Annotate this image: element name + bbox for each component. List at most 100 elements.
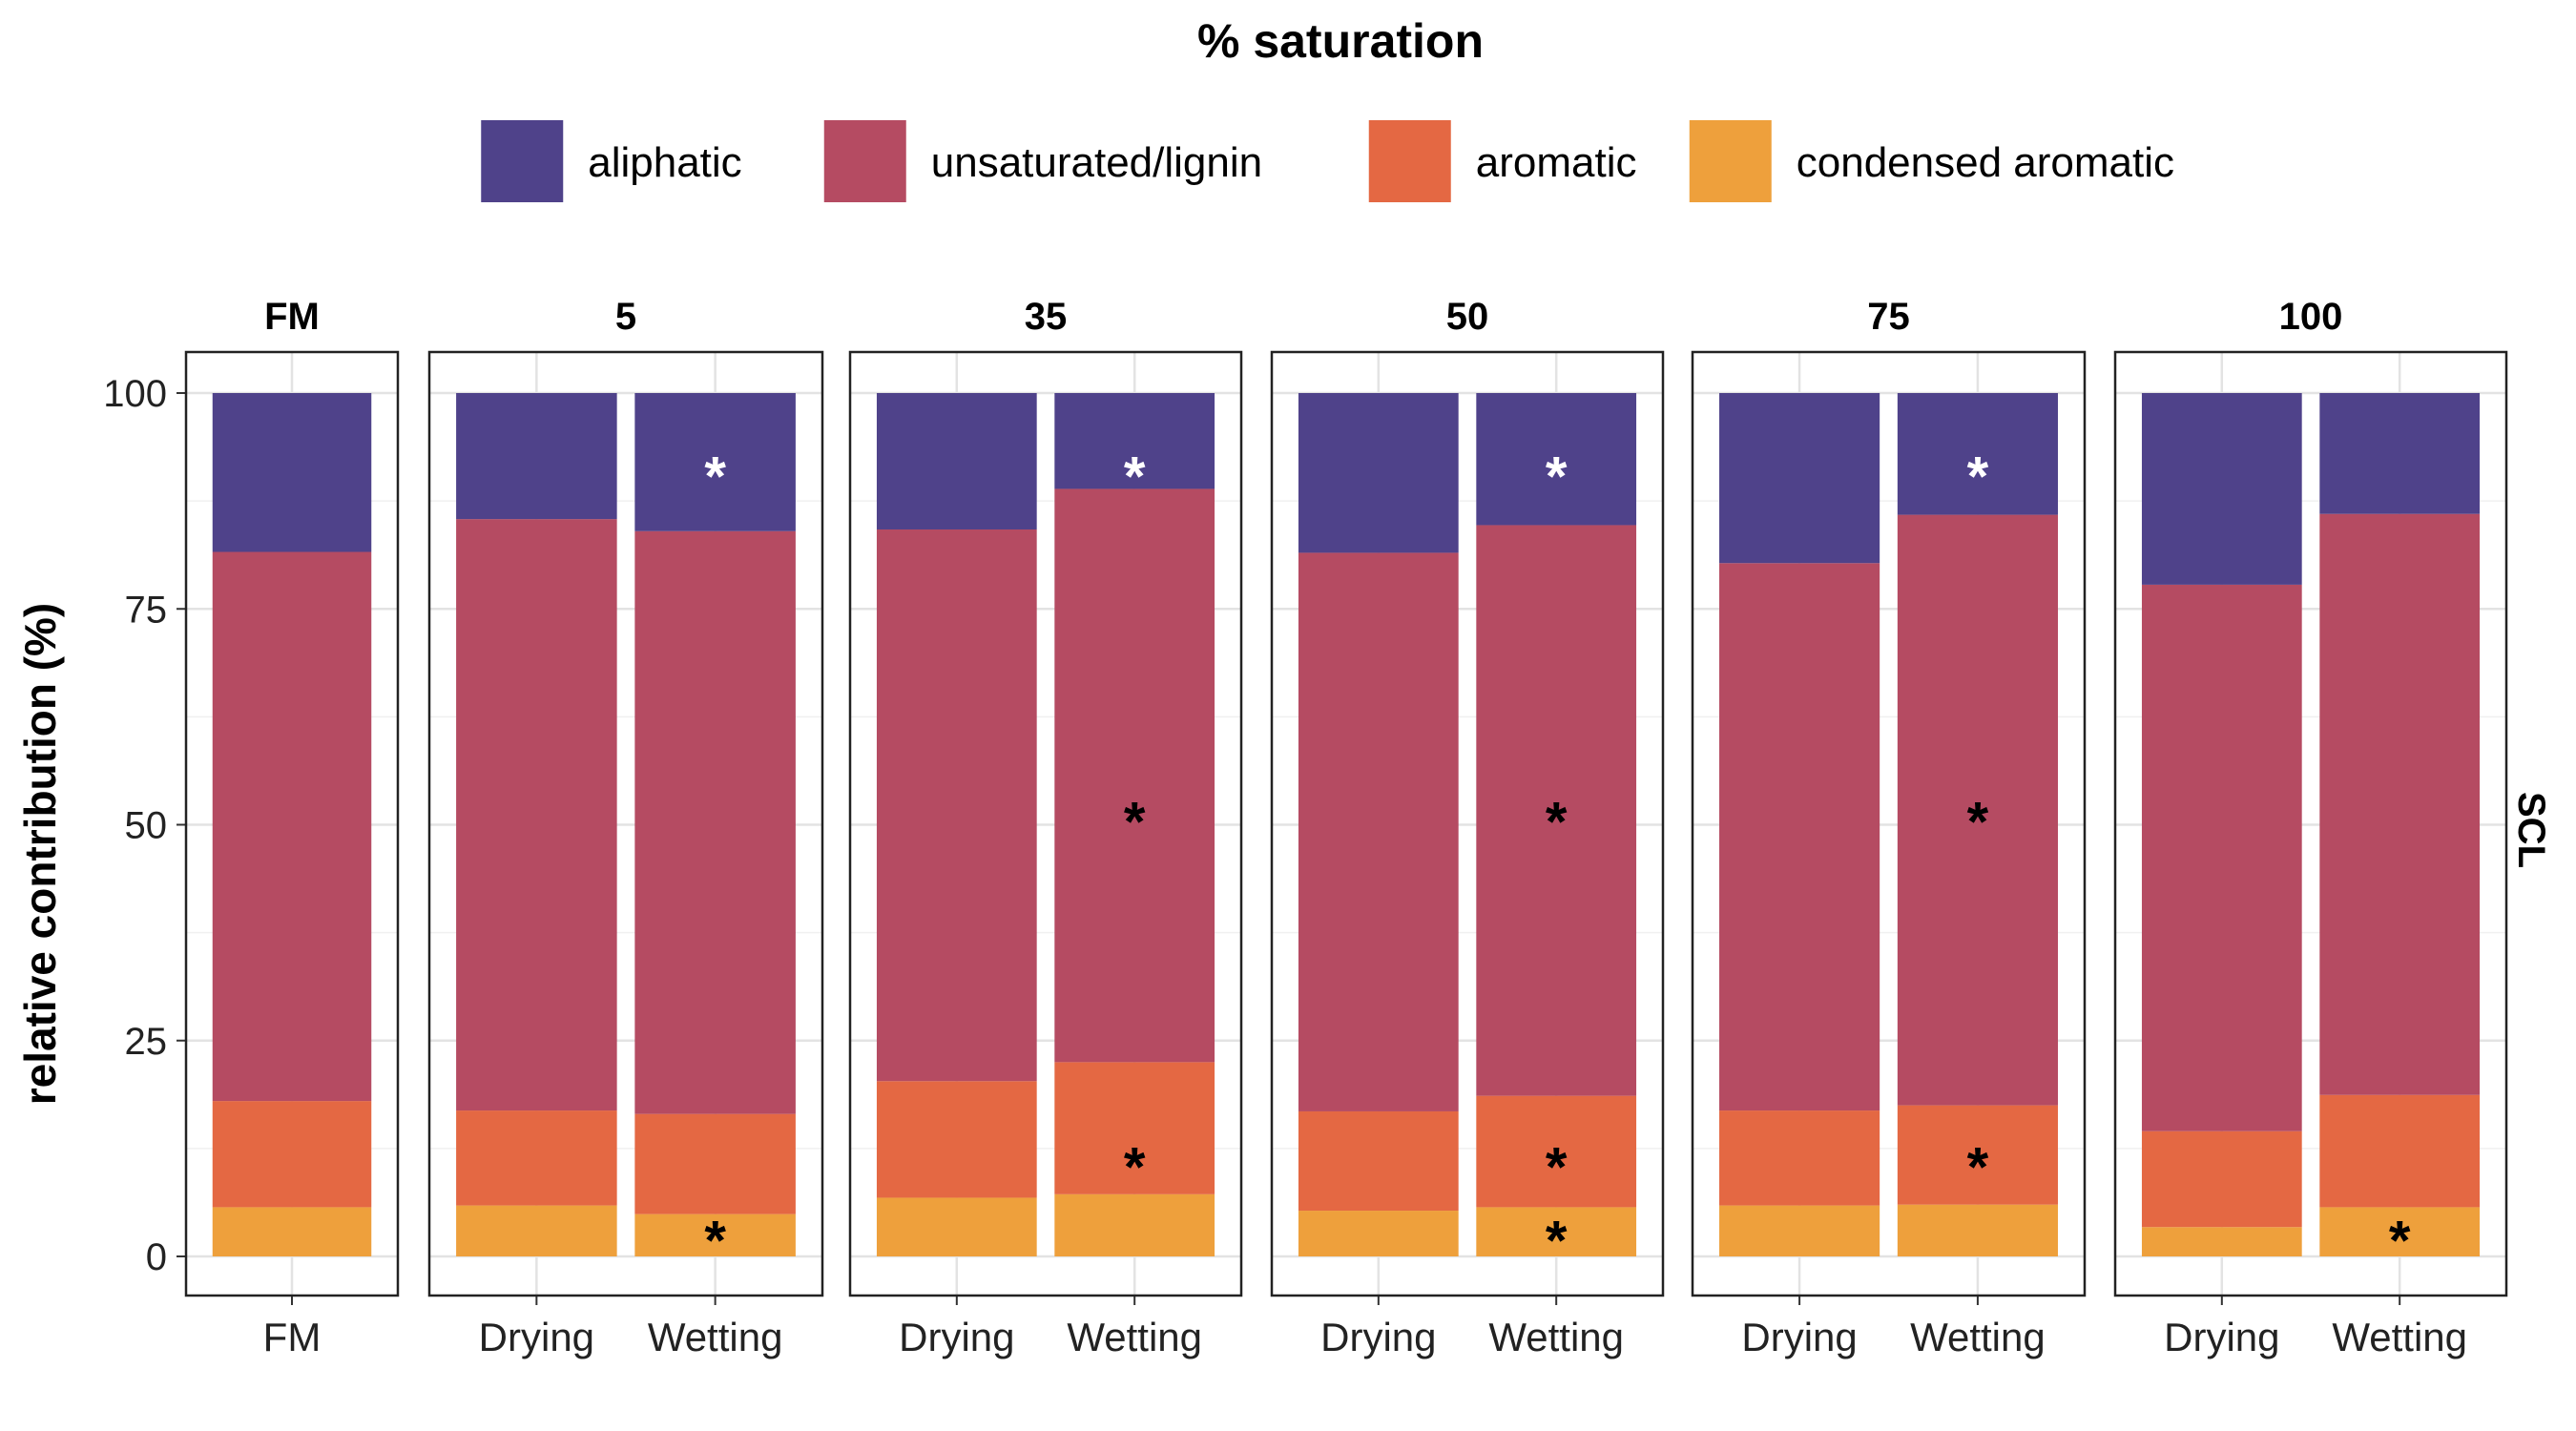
legend-key-condensed-aromatic xyxy=(1689,120,1772,202)
facet-label: 35 xyxy=(1025,296,1068,338)
bar-segment-aliphatic-wetting xyxy=(1054,393,1215,489)
bar-segment-aromatic-drying xyxy=(876,1081,1037,1198)
bar-segment-unsaturated-lignin-drying xyxy=(1719,563,1880,1111)
significance-star: * xyxy=(1546,446,1568,508)
bar-segment-aromatic-wetting xyxy=(1897,1105,2058,1205)
bar-segment-aliphatic-drying xyxy=(876,393,1037,529)
bar-segment-aliphatic-fm xyxy=(212,393,372,552)
x-tick-label: Wetting xyxy=(1488,1315,1624,1359)
bar-segment-condensed-aromatic-drying xyxy=(876,1197,1037,1256)
bar-segment-condensed-aromatic-drying xyxy=(1719,1205,1880,1256)
facet-panel-fm: FM FM xyxy=(184,296,400,1359)
bar-segment-aliphatic-drying xyxy=(2141,393,2302,585)
facet-panel-5: Drying * * Wetting 5 xyxy=(427,296,824,1359)
panel-border xyxy=(1270,350,1665,1297)
bar-segment-unsaturated-lignin-wetting xyxy=(1476,525,1637,1096)
bar-segment-condensed-aromatic-wetting xyxy=(1476,1207,1637,1256)
bar-segment-unsaturated-lignin-fm xyxy=(212,551,372,1102)
bar-segment-condensed-aromatic-fm xyxy=(212,1207,372,1256)
bar-segment-aliphatic-drying xyxy=(1719,393,1880,564)
panel-border xyxy=(427,350,824,1297)
bar-segment-aliphatic-drying xyxy=(456,393,617,520)
significance-star: * xyxy=(1967,446,1989,508)
facet-panel-50: Drying * * * * Wetting 50 xyxy=(1270,296,1665,1359)
y-tick-label: 25 xyxy=(125,1021,168,1063)
x-tick-label: Wetting xyxy=(2332,1315,2467,1359)
bar-segment-condensed-aromatic-wetting xyxy=(1054,1193,1215,1256)
bar-segment-unsaturated-lignin-wetting xyxy=(1054,488,1215,1063)
y-axis-label: relative contribution (%) xyxy=(15,603,65,1105)
bar-segment-aromatic-wetting xyxy=(1476,1095,1637,1208)
significance-star: * xyxy=(1546,791,1568,853)
significance-star: * xyxy=(1124,791,1146,853)
bar-segment-aliphatic-wetting xyxy=(2319,393,2481,514)
bar-segment-aliphatic-wetting xyxy=(1897,393,2058,515)
bar-segment-condensed-aromatic-drying xyxy=(456,1205,617,1256)
significance-star: * xyxy=(2389,1210,2411,1272)
bar-segment-aliphatic-wetting xyxy=(634,393,796,531)
bar-segment-aromatic-drying xyxy=(1719,1110,1880,1206)
significance-star: * xyxy=(1967,1136,1989,1198)
legend-key-unsaturated-lignin xyxy=(823,120,906,202)
panel-border xyxy=(184,350,400,1297)
bar-segment-condensed-aromatic-drying xyxy=(2141,1227,2302,1256)
significance-star: * xyxy=(1124,1136,1146,1198)
bar-segment-condensed-aromatic-wetting xyxy=(634,1213,796,1256)
legend-key-aromatic xyxy=(1368,120,1451,202)
facet-label: FM xyxy=(264,296,320,338)
bar-segment-condensed-aromatic-drying xyxy=(1298,1211,1459,1256)
bar-segment-aromatic-wetting xyxy=(1054,1062,1215,1194)
legend-label-condensed-aromatic: condensed aromatic xyxy=(1797,139,2174,186)
bar-segment-unsaturated-lignin-wetting xyxy=(1897,514,2058,1106)
facet-label: 50 xyxy=(1446,296,1489,338)
x-tick-label: Wetting xyxy=(1067,1315,1202,1359)
bar-segment-aromatic-drying xyxy=(456,1110,617,1206)
legend-label-aliphatic: aliphatic xyxy=(588,139,741,186)
legend-key-aliphatic xyxy=(481,120,564,202)
facet-panels: FMFMDrying**Wetting5Drying***Wetting35Dr… xyxy=(184,296,2508,1359)
significance-star: * xyxy=(704,1210,726,1272)
facet-label: 100 xyxy=(2279,296,2343,338)
bar-segment-aromatic-wetting xyxy=(2319,1094,2481,1208)
significance-star: * xyxy=(1967,791,1989,853)
significance-star: * xyxy=(1546,1210,1568,1272)
significance-star: * xyxy=(704,446,726,508)
bar-segment-unsaturated-lignin-wetting xyxy=(2319,513,2481,1095)
x-tick-label: Drying xyxy=(1741,1315,1857,1359)
y-axis: 0 25 50 75 100 xyxy=(103,373,186,1278)
bar-segment-unsaturated-lignin-drying xyxy=(456,519,617,1111)
x-tick-label: Drying xyxy=(479,1315,594,1359)
bar-segment-condensed-aromatic-wetting xyxy=(2319,1207,2481,1256)
legend-title: % saturation xyxy=(1197,14,1484,68)
significance-star: * xyxy=(1546,1136,1568,1198)
facet-panel-75: Drying * * * Wetting 75 xyxy=(1691,296,2087,1359)
right-strip-label: SCL xyxy=(2510,792,2552,868)
bar-segment-unsaturated-lignin-drying xyxy=(876,529,1037,1082)
panel-border xyxy=(2113,350,2508,1297)
facet-panel-100: Drying * Wetting 100 xyxy=(2113,296,2508,1359)
facet-label: 5 xyxy=(615,296,636,338)
x-tick-label: Drying xyxy=(1320,1315,1436,1359)
bar-segment-unsaturated-lignin-wetting xyxy=(634,530,796,1114)
y-tick-label: 100 xyxy=(103,373,167,415)
x-tick-label: Drying xyxy=(2164,1315,2279,1359)
bar-segment-aromatic-drying xyxy=(1298,1110,1459,1212)
bar-segment-aromatic-wetting xyxy=(634,1113,796,1214)
bar-segment-unsaturated-lignin-drying xyxy=(1298,552,1459,1111)
legend: % saturation aliphatic unsaturated/lignin… xyxy=(481,14,2174,202)
legend-label-unsaturated-lignin: unsaturated/lignin xyxy=(931,139,1262,186)
panel-border xyxy=(848,350,1243,1297)
x-tick-label: FM xyxy=(263,1315,322,1359)
bar-segment-aromatic-fm xyxy=(212,1101,372,1208)
x-tick-label: Drying xyxy=(899,1315,1014,1359)
y-tick-label: 75 xyxy=(125,589,168,631)
facet-panel-35: Drying * * * Wetting 35 xyxy=(848,296,1243,1359)
bar-segment-aliphatic-drying xyxy=(1298,393,1459,553)
legend-label-aromatic: aromatic xyxy=(1476,139,1637,186)
bar-segment-condensed-aromatic-wetting xyxy=(1897,1204,2058,1256)
significance-star: * xyxy=(1124,446,1146,508)
panel-border xyxy=(1691,350,2087,1297)
facet-label: 75 xyxy=(1867,296,1910,338)
bar-segment-unsaturated-lignin-drying xyxy=(2141,584,2302,1131)
